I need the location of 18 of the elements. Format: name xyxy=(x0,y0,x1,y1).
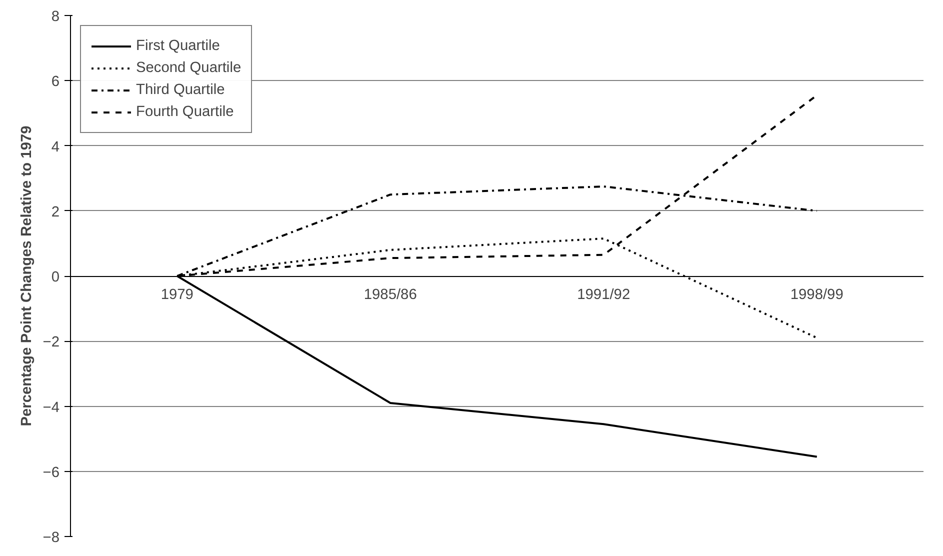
legend-label: Fourth Quartile xyxy=(136,104,234,120)
legend-label: Second Quartile xyxy=(136,60,242,76)
y-tick-label: 4 xyxy=(51,139,60,156)
y-tick-label: 2 xyxy=(51,204,60,220)
x-tick-label: 1998/99 xyxy=(790,287,844,303)
legend-label: First Quartile xyxy=(136,38,220,54)
y-axis-title: Percentage Point Changes Relative to 1979 xyxy=(18,126,35,426)
y-tick-label: 8 xyxy=(51,9,60,25)
x-tick-label: 1979 xyxy=(160,287,194,303)
legend-label: Third Quartile xyxy=(136,82,225,98)
y-tick-label: −6 xyxy=(42,464,60,481)
y-tick-label: −4 xyxy=(42,400,60,416)
y-tick-label: −2 xyxy=(42,334,60,351)
x-tick-label: 1991/92 xyxy=(577,287,630,303)
y-tick-label: 6 xyxy=(51,74,60,90)
y-tick-label: −8 xyxy=(42,530,60,546)
x-tick-label: 1985/86 xyxy=(364,287,417,303)
y-tick-label: 0 xyxy=(51,270,60,286)
